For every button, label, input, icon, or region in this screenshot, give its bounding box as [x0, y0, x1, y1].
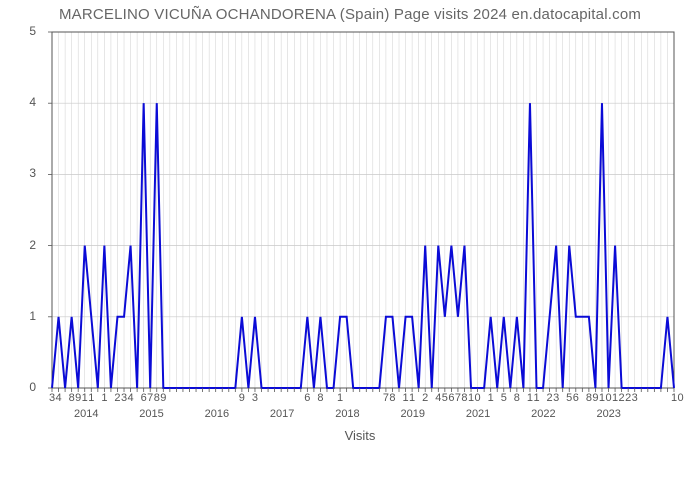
- y-tick-label: 2: [6, 238, 36, 252]
- x-tick-label: 6: [304, 392, 310, 404]
- x-tick-label: 3: [632, 392, 638, 404]
- x-tick-label: 3: [252, 392, 258, 404]
- x-tick-label: 7: [383, 392, 389, 404]
- x-tick-label: 1: [533, 392, 539, 404]
- x-tick-label: 9: [75, 392, 81, 404]
- x-tick-label: 8: [389, 392, 395, 404]
- x-year-label: 2021: [466, 408, 490, 420]
- x-tick-label: 6: [141, 392, 147, 404]
- x-tick-label: 5: [501, 392, 507, 404]
- x-year-label: 2016: [205, 408, 229, 420]
- x-tick-label: 6: [573, 392, 579, 404]
- x-year-label: 2014: [74, 408, 98, 420]
- x-tick-label: 2: [547, 392, 553, 404]
- x-tick-label: 1: [612, 392, 618, 404]
- x-year-label: 2015: [139, 408, 163, 420]
- x-tick-label: 1: [468, 392, 474, 404]
- x-tick-label: 1: [599, 392, 605, 404]
- chart-title: MARCELINO VICUÑA OCHANDORENA (Spain) Pag…: [0, 6, 700, 23]
- x-tick-label: 0: [605, 392, 611, 404]
- x-tick-label: 1: [88, 392, 94, 404]
- x-year-label: 2019: [401, 408, 425, 420]
- x-tick-label: 2: [625, 392, 631, 404]
- x-tick-label: 2: [422, 392, 428, 404]
- x-tick-label: 1: [527, 392, 533, 404]
- x-tick-label: 5: [566, 392, 572, 404]
- x-tick-label: 4: [128, 392, 134, 404]
- x-tick-label: 0: [475, 392, 481, 404]
- chart-area: 3489111234678993681781124567810158112356…: [40, 28, 680, 448]
- x-tick-label: 6: [448, 392, 454, 404]
- x-tick-label: 8: [317, 392, 323, 404]
- x-tick-label: 9: [160, 392, 166, 404]
- y-tick-label: 5: [6, 24, 36, 38]
- x-tick-label: 8: [69, 392, 75, 404]
- x-tick-label: 1: [488, 392, 494, 404]
- x-tick-label: 9: [239, 392, 245, 404]
- x-tick-label: 7: [147, 392, 153, 404]
- x-tick-label: 1: [82, 392, 88, 404]
- x-tick-label: 8: [154, 392, 160, 404]
- x-year-label: 2018: [335, 408, 359, 420]
- x-tick-label: 1: [402, 392, 408, 404]
- x-tick-label: 2: [619, 392, 625, 404]
- x-tick-label: 1: [409, 392, 415, 404]
- x-year-label: 2022: [531, 408, 555, 420]
- y-tick-label: 1: [6, 309, 36, 323]
- x-tick-label: 3: [553, 392, 559, 404]
- x-tick-label: 5: [442, 392, 448, 404]
- x-year-label: 2017: [270, 408, 294, 420]
- x-tick-label: 4: [55, 392, 61, 404]
- y-tick-label: 4: [6, 95, 36, 109]
- x-tick-label: 3: [121, 392, 127, 404]
- x-tick-label: 0: [677, 392, 683, 404]
- x-tick-label: 7: [455, 392, 461, 404]
- x-tick-label: 1: [671, 392, 677, 404]
- x-tick-label: 8: [461, 392, 467, 404]
- chart-container: MARCELINO VICUÑA OCHANDORENA (Spain) Pag…: [0, 0, 700, 500]
- x-year-label: 2023: [596, 408, 620, 420]
- x-tick-label: 8: [586, 392, 592, 404]
- x-tick-label: 2: [114, 392, 120, 404]
- x-tick-label: 1: [101, 392, 107, 404]
- x-tick-label: 4: [435, 392, 441, 404]
- x-tick-label: 9: [592, 392, 598, 404]
- y-tick-label: 0: [6, 380, 36, 394]
- y-tick-label: 3: [6, 166, 36, 180]
- x-axis-title: Visits: [40, 428, 680, 443]
- x-tick-label: 3: [49, 392, 55, 404]
- x-tick-label: 8: [514, 392, 520, 404]
- line-chart-svg: [40, 28, 680, 448]
- x-tick-label: 1: [337, 392, 343, 404]
